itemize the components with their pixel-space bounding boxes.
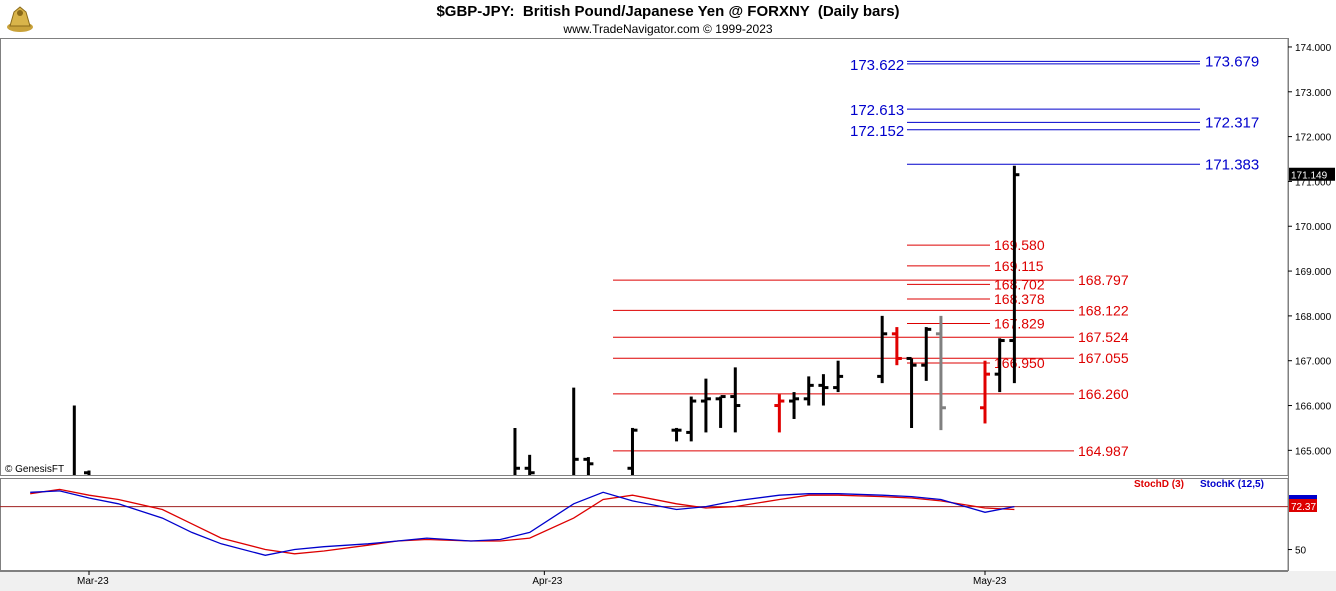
stoch-series-line: [30, 488, 1015, 555]
level-label: 166.260: [1078, 386, 1129, 402]
price-axis-tick-label: 173.000: [1295, 88, 1332, 99]
ohlc-bar: [730, 367, 741, 433]
ohlc-bar: [671, 427, 682, 442]
stoch-panel: [0, 478, 1289, 571]
price-panel: [0, 38, 1289, 476]
level-label: 171.383: [1205, 156, 1259, 173]
level-label: 164.987: [1078, 443, 1129, 459]
ohlc-bar: [774, 394, 785, 433]
ohlc-bar: [980, 360, 990, 424]
ohlc-bar: [833, 360, 844, 393]
date-axis-tick-label: Apr-23: [532, 576, 562, 587]
level-label: 168.122: [1078, 302, 1129, 318]
ohlc-bar: [877, 315, 888, 384]
ohlc-bars: [72, 165, 1020, 475]
stochk-tag: [1289, 495, 1317, 499]
stoch-series-line: [30, 490, 1015, 556]
ohlc-bar: [818, 374, 829, 406]
level-label: 167.829: [994, 316, 1045, 332]
level-label: 169.580: [994, 237, 1045, 253]
stoch-last-label: 72.37: [1291, 502, 1316, 513]
ohlc-bar: [700, 378, 711, 433]
chart-header: $GBP-JPY: British Pound/Japanese Yen @ F…: [0, 0, 1336, 38]
price-axis-tick-label: 165.000: [1295, 446, 1332, 457]
price-axis-tick-label: 170.000: [1295, 222, 1332, 233]
price-axis-tick-label: 169.000: [1295, 267, 1332, 278]
ohlc-bar: [789, 392, 800, 419]
price-axis-tick-label: 168.000: [1295, 312, 1332, 323]
level-label: 172.613: [850, 102, 904, 119]
ohlc-bar: [686, 396, 697, 442]
ohlc-bar: [891, 327, 902, 366]
ohlc-bar: [513, 427, 520, 475]
ohlc-bar: [906, 356, 917, 428]
price-axis-tick-label: 166.000: [1295, 402, 1332, 413]
price-axis-tick-label: 174.000: [1295, 43, 1332, 54]
ohlc-bar: [524, 454, 535, 475]
ohlc-bar: [935, 315, 946, 431]
watermark-label: © GenesisFT: [5, 464, 64, 475]
price-axis-tick-label: 167.000: [1295, 357, 1332, 368]
stoch-legend-entry: StochD (3): [1134, 479, 1184, 490]
level-label: 173.679: [1205, 53, 1259, 70]
ohlc-bar: [72, 405, 76, 475]
level-label: 167.524: [1078, 329, 1129, 345]
ohlc-bar: [803, 376, 814, 406]
stoch-axis-tick-label: 50: [1295, 546, 1307, 557]
level-label: 168.797: [1078, 272, 1129, 288]
ohlc-bar: [572, 387, 579, 475]
date-axis-tick-label: Mar-23: [77, 576, 109, 587]
chart-subtitle: www.TradeNavigator.com © 1999-2023: [563, 22, 773, 36]
level-label: 172.317: [1205, 114, 1259, 131]
ohlc-bar: [627, 427, 638, 475]
ohlc-bar: [715, 395, 726, 428]
ohlc-bar: [1009, 165, 1020, 384]
bull-logo-icon: [4, 2, 36, 34]
ohlc-bar: [583, 457, 594, 475]
ohlc-bar: [994, 338, 1005, 393]
level-label: 166.950: [994, 355, 1045, 371]
price-axis-tick-label: 172.000: [1295, 133, 1332, 144]
level-label: 168.378: [994, 291, 1045, 307]
ohlc-bar: [921, 327, 932, 381]
level-label: 173.622: [850, 57, 904, 74]
level-label: 172.152: [850, 123, 904, 140]
stoch-legend-entry: StochK (12,5): [1200, 479, 1264, 490]
chart-title: $GBP-JPY: British Pound/Japanese Yen @ F…: [436, 3, 900, 20]
date-axis-bg: [0, 571, 1336, 591]
level-label: 168.702: [994, 276, 1045, 292]
date-axis-tick-label: May-23: [973, 576, 1007, 587]
level-label: 167.055: [1078, 350, 1129, 366]
last-price-label: 171.149: [1291, 171, 1328, 182]
level-label: 169.115: [994, 258, 1044, 274]
ohlc-bar: [84, 470, 91, 475]
stoch-last-tag: [1289, 499, 1317, 512]
price-axis-tick-label: 171.000: [1295, 177, 1332, 188]
last-price-tag: [1289, 167, 1335, 181]
